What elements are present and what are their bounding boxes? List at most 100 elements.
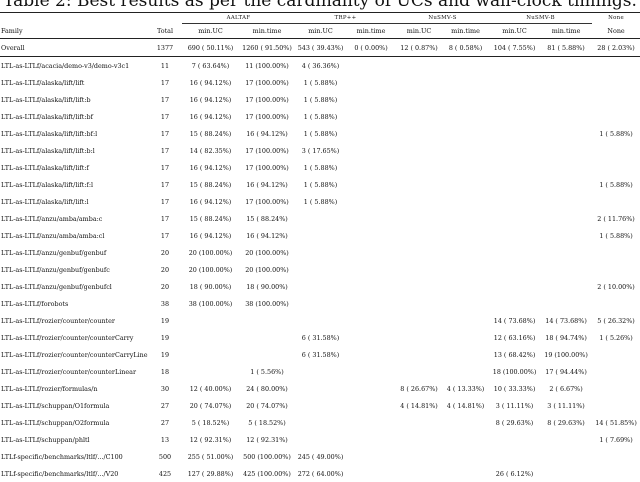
value-cell: 12 ( 92.31%): [182, 431, 239, 448]
value-cell: 19 (100.00%): [540, 346, 592, 363]
value-cell: [346, 176, 396, 193]
value-cell: 38 (100.00%): [239, 295, 295, 312]
value-cell: 16 ( 94.12%): [182, 108, 239, 125]
total-cell: 1377: [148, 39, 182, 57]
value-cell: 6 ( 31.58%): [295, 346, 346, 363]
group-header-nusmv-s: NuSMV-S: [396, 13, 489, 24]
value-cell: 15 ( 88.24%): [239, 210, 295, 227]
value-cell: [489, 244, 540, 261]
column-header: min.time: [442, 24, 489, 39]
value-cell: 24 ( 80.00%): [239, 380, 295, 397]
value-cell: 17 (100.00%): [239, 142, 295, 159]
value-cell: 1 ( 5.88%): [295, 108, 346, 125]
value-cell: [540, 210, 592, 227]
value-cell: [592, 91, 640, 108]
value-cell: [396, 210, 442, 227]
value-cell: [489, 159, 540, 176]
value-cell: 12 ( 63.16%): [489, 329, 540, 346]
total-cell: 20: [148, 278, 182, 295]
value-cell: 16 ( 94.12%): [239, 227, 295, 244]
value-cell: [346, 431, 396, 448]
value-cell: [592, 363, 640, 380]
total-cell: 17: [148, 74, 182, 91]
total-cell: 20: [148, 244, 182, 261]
total-cell: 19: [148, 329, 182, 346]
value-cell: 10 ( 33.33%): [489, 380, 540, 397]
value-cell: 1 ( 5.88%): [295, 91, 346, 108]
value-cell: 18 (100.00%): [489, 363, 540, 380]
value-cell: [489, 278, 540, 295]
value-cell: [182, 346, 239, 363]
value-cell: 20 ( 74.07%): [182, 397, 239, 414]
value-cell: [346, 210, 396, 227]
column-header-total: Total: [148, 24, 182, 39]
family-cell: LTL-as-LTLf/alaska/lift/lift:f: [0, 159, 148, 176]
value-cell: 16 ( 94.12%): [182, 74, 239, 91]
column-header-none: None: [592, 24, 640, 39]
value-cell: 20 (100.00%): [239, 261, 295, 278]
value-cell: 16 ( 94.12%): [182, 227, 239, 244]
value-cell: [295, 261, 346, 278]
value-cell: [540, 295, 592, 312]
value-cell: [442, 193, 489, 210]
value-cell: [295, 278, 346, 295]
value-cell: [396, 227, 442, 244]
value-cell: 15 ( 88.24%): [182, 210, 239, 227]
value-cell: 245 ( 49.00%): [295, 448, 346, 465]
value-cell: 1 ( 5.88%): [295, 159, 346, 176]
family-cell: LTL-as-LTLf/schuppan/phltl: [0, 431, 148, 448]
value-cell: 1 ( 5.88%): [592, 125, 640, 142]
value-cell: 1 ( 7.69%): [592, 431, 640, 448]
family-cell: LTL-as-LTLf/forobots: [0, 295, 148, 312]
value-cell: [592, 346, 640, 363]
value-cell: [442, 57, 489, 75]
total-cell: 19: [148, 312, 182, 329]
value-cell: [396, 278, 442, 295]
group-header-none: None: [592, 13, 640, 24]
value-cell: [540, 193, 592, 210]
value-cell: 8 ( 29.63%): [489, 414, 540, 431]
value-cell: [295, 227, 346, 244]
value-cell: [295, 210, 346, 227]
value-cell: 17 (100.00%): [239, 159, 295, 176]
value-cell: [442, 244, 489, 261]
value-cell: [489, 431, 540, 448]
value-cell: [540, 448, 592, 465]
value-cell: [540, 278, 592, 295]
family-cell: LTL-as-LTLf/alaska/lift/lift:bf: [0, 108, 148, 125]
value-cell: [396, 465, 442, 482]
value-cell: [540, 74, 592, 91]
family-cell: LTL-as-LTLf/alaska/lift/lift:b:l: [0, 142, 148, 159]
value-cell: 272 ( 64.00%): [295, 465, 346, 482]
value-cell: [540, 176, 592, 193]
value-cell: 12 ( 0.87%): [396, 39, 442, 57]
family-cell: LTL-as-LTLf/rozier/counter/counter: [0, 312, 148, 329]
value-cell: [396, 57, 442, 75]
total-cell: 425: [148, 465, 182, 482]
family-cell: LTL-as-LTLf/rozier/counter/counterCarryL…: [0, 346, 148, 363]
value-cell: 5 ( 18.52%): [182, 414, 239, 431]
total-cell: 38: [148, 295, 182, 312]
total-cell: 17: [148, 159, 182, 176]
value-cell: 4 ( 14.81%): [442, 397, 489, 414]
value-cell: [442, 312, 489, 329]
value-cell: [592, 380, 640, 397]
value-cell: [489, 448, 540, 465]
value-cell: 5 ( 18.52%): [239, 414, 295, 431]
table-caption: Table 2: Best results as per the cardina…: [0, 0, 640, 11]
family-cell: LTL-as-LTLf/rozier/counter/counterLinear: [0, 363, 148, 380]
value-cell: [346, 91, 396, 108]
total-cell: 27: [148, 397, 182, 414]
column-header: min.time: [346, 24, 396, 39]
